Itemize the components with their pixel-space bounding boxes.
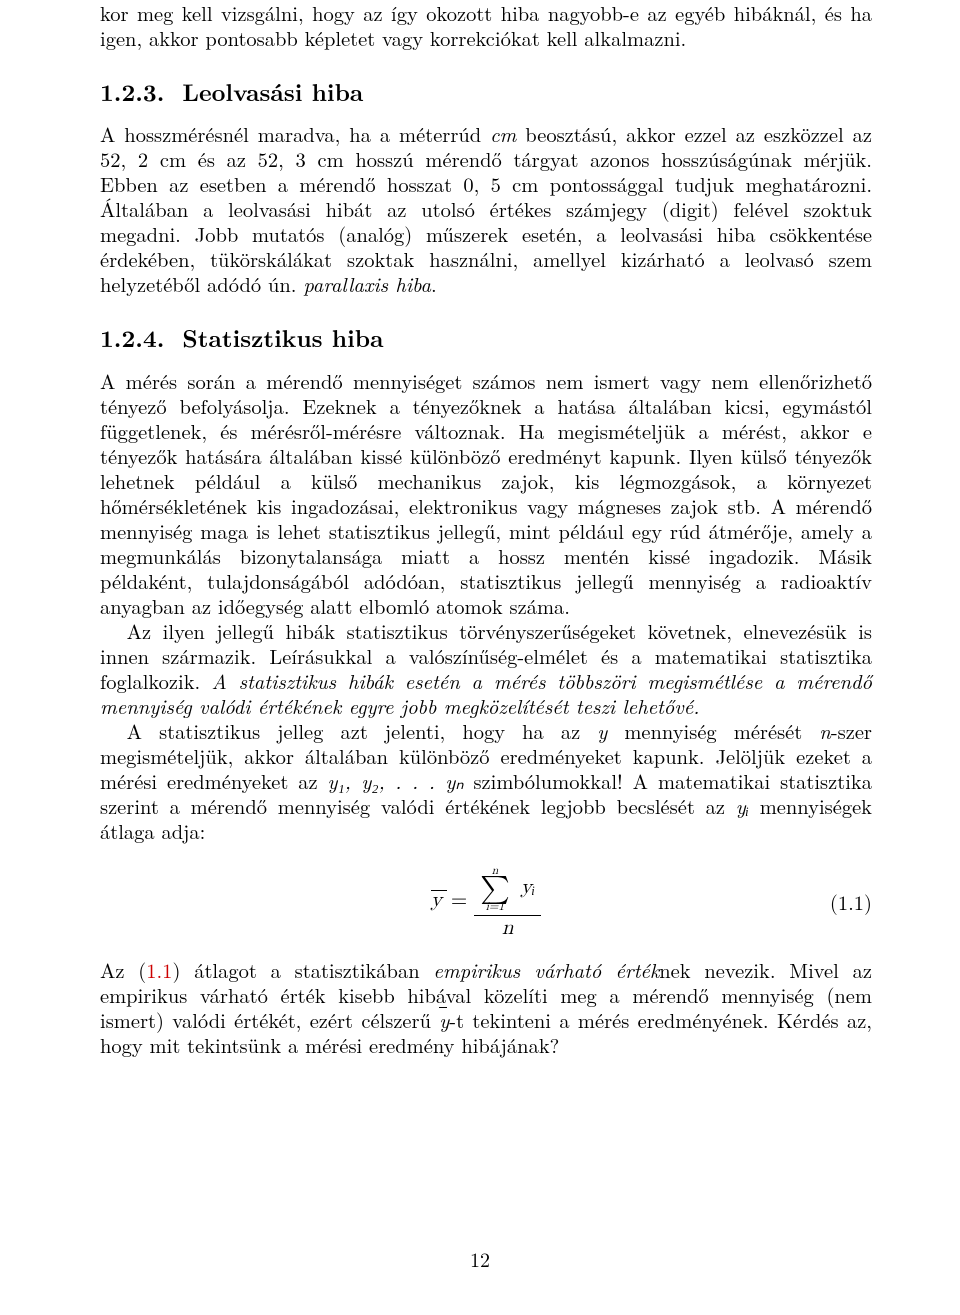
term-parallax: parallaxis hiba <box>303 269 431 298</box>
fraction-numerator: n ∑ i=1 yᵢ <box>474 865 541 916</box>
s124-paragraph-3: A statisztikus jelleg azt jelenti, hogy … <box>100 718 872 843</box>
var-yi: yᵢ <box>736 791 749 820</box>
sigma-icon: ∑ <box>480 875 510 903</box>
text-run: . <box>431 269 437 298</box>
s124-paragraph-1: A mérés során a mérendő mennyiséget szám… <box>100 368 872 618</box>
equation-body: y = n ∑ i=1 yᵢ n <box>431 865 541 939</box>
equation-number: (1.1) <box>830 889 872 914</box>
section-title: Leolvasási hiba <box>182 75 363 109</box>
section-title: Statisztikus hiba <box>182 321 383 355</box>
page: kor meg kell vizsgálni, hogy az így okoz… <box>0 0 960 1315</box>
s123-paragraph: A hosszmérésnél maradva, ha a méterrúd c… <box>100 121 872 296</box>
var-ybar: y <box>431 890 449 911</box>
var-ybar: y <box>439 1005 449 1034</box>
section-number: 1.2.4. <box>100 321 164 355</box>
emphasis-text: A statisztikus hibák esetén a mérés több… <box>100 666 872 720</box>
page-number: 12 <box>0 1247 960 1271</box>
fraction: n ∑ i=1 yᵢ n <box>474 865 541 939</box>
s124-paragraph-2: Az ilyen jellegű hibák statisztikus törv… <box>100 618 872 718</box>
section-number: 1.2.3. <box>100 75 164 109</box>
equation-1-1: y = n ∑ i=1 yᵢ n (1.1) <box>100 865 872 939</box>
equals-sign: = <box>451 890 474 911</box>
fraction-denominator: n <box>474 916 541 939</box>
after-paragraph: Az (1.1) átlagot a statisztikában empiri… <box>100 957 872 1057</box>
section-heading-124: 1.2.4. Statisztikus hiba <box>100 324 872 353</box>
intro-paragraph: kor meg kell vizsgálni, hogy az így okoz… <box>100 0 872 50</box>
summand: yᵢ <box>521 877 535 898</box>
section-heading-123: 1.2.3. Leolvasási hiba <box>100 78 872 107</box>
